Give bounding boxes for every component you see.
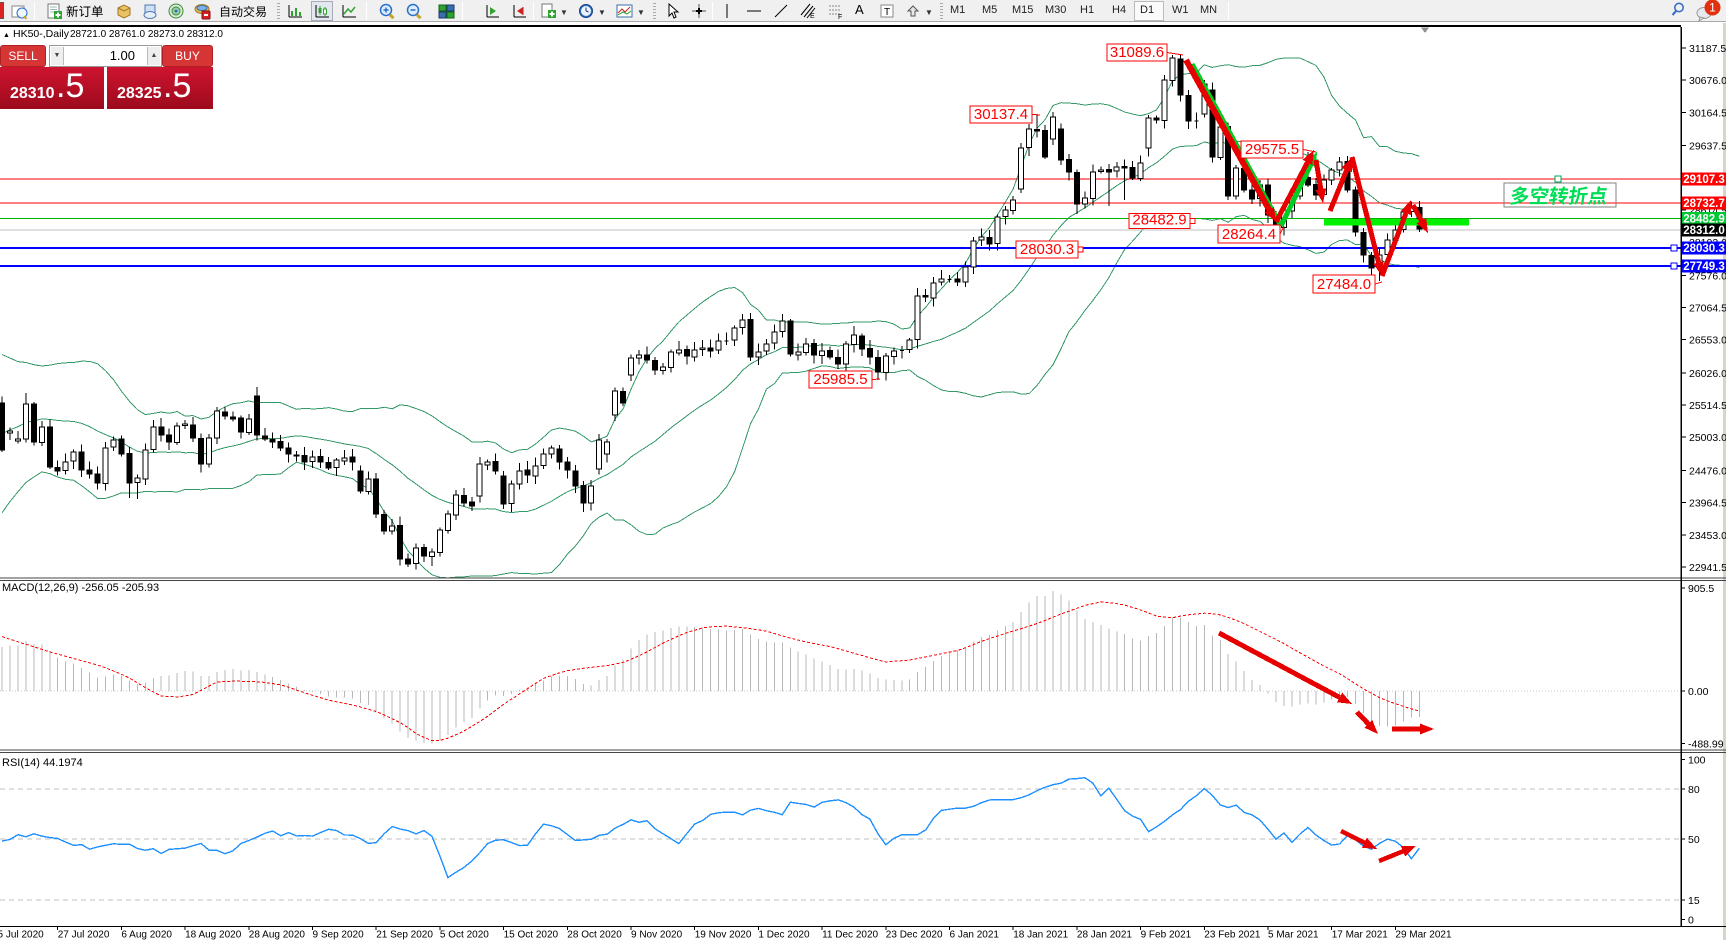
svg-text:26553.0: 26553.0	[1689, 335, 1726, 347]
svg-text:E: E	[810, 13, 815, 20]
svg-text:50: 50	[1688, 834, 1700, 846]
svg-text:25514.5: 25514.5	[1689, 400, 1726, 412]
svg-text:29 Mar 2021: 29 Mar 2021	[1395, 930, 1452, 940]
svg-text:23 Feb 2021: 23 Feb 2021	[1204, 930, 1261, 940]
svg-text:19 Nov 2020: 19 Nov 2020	[695, 930, 752, 940]
svg-text:0: 0	[1688, 915, 1694, 927]
svg-text:27484.0: 27484.0	[1317, 276, 1371, 293]
svg-text:5 Oct 2020: 5 Oct 2020	[440, 930, 489, 940]
svg-text:30137.4: 30137.4	[974, 106, 1028, 123]
svg-text:28 Aug 2020: 28 Aug 2020	[249, 930, 306, 940]
svg-text:28 Oct 2020: 28 Oct 2020	[567, 930, 622, 940]
svg-text:28 Jan 2021: 28 Jan 2021	[1077, 930, 1132, 940]
svg-text:28030.3: 28030.3	[1683, 243, 1725, 255]
svg-text:1: 1	[1709, 1, 1716, 15]
svg-text:15: 15	[1688, 895, 1700, 907]
svg-text:18 Aug 2020: 18 Aug 2020	[185, 930, 242, 940]
svg-text:29107.3: 29107.3	[1683, 174, 1725, 186]
svg-text:23453.0: 23453.0	[1689, 530, 1726, 542]
svg-text:31187.5: 31187.5	[1689, 43, 1726, 55]
svg-text:9 Feb 2021: 9 Feb 2021	[1141, 930, 1192, 940]
svg-text:28030.3: 28030.3	[1020, 241, 1074, 258]
svg-text:905.5: 905.5	[1688, 583, 1714, 595]
svg-text:21 Sep 2020: 21 Sep 2020	[376, 930, 433, 940]
svg-text:MACD(12,26,9) -256.05 -205.93: MACD(12,26,9) -256.05 -205.93	[2, 582, 159, 594]
svg-text:9 Sep 2020: 9 Sep 2020	[313, 930, 365, 940]
svg-text:29575.5: 29575.5	[1245, 141, 1299, 158]
svg-text:RSI(14) 44.1974: RSI(14) 44.1974	[2, 757, 83, 769]
svg-text:28312.0: 28312.0	[1683, 225, 1725, 237]
svg-text:1 Dec 2020: 1 Dec 2020	[758, 930, 810, 940]
svg-text:22941.5: 22941.5	[1689, 562, 1726, 574]
svg-text:T: T	[884, 7, 890, 18]
svg-text:25003.0: 25003.0	[1689, 432, 1726, 444]
svg-text:28264.4: 28264.4	[1222, 226, 1276, 243]
svg-text:80: 80	[1688, 784, 1700, 796]
svg-text:30676.0: 30676.0	[1689, 75, 1726, 87]
svg-text:27064.5: 27064.5	[1689, 303, 1726, 315]
svg-text:28732.7: 28732.7	[1683, 198, 1725, 210]
svg-text:27749.3: 27749.3	[1683, 261, 1725, 273]
svg-text:30164.5: 30164.5	[1689, 107, 1726, 119]
svg-text:28482.9: 28482.9	[1683, 214, 1725, 226]
svg-text:29637.5: 29637.5	[1689, 141, 1726, 153]
svg-text:24476.0: 24476.0	[1689, 465, 1726, 477]
svg-text:31089.6: 31089.6	[1110, 44, 1164, 61]
svg-text:0.00: 0.00	[1688, 686, 1709, 698]
svg-text:5 Mar 2021: 5 Mar 2021	[1268, 930, 1319, 940]
svg-text:28482.9: 28482.9	[1132, 212, 1186, 229]
svg-text:26026.0: 26026.0	[1689, 368, 1726, 380]
svg-text:27 Jul 2020: 27 Jul 2020	[58, 930, 110, 940]
svg-text:F: F	[838, 14, 842, 20]
svg-text:17 Mar 2021: 17 Mar 2021	[1332, 930, 1389, 940]
svg-text:15 Oct 2020: 15 Oct 2020	[504, 930, 559, 940]
svg-text:23964.5: 23964.5	[1689, 498, 1726, 510]
svg-text:27576.0: 27576.0	[1689, 270, 1726, 282]
svg-text:-488.99: -488.99	[1688, 739, 1724, 751]
svg-text:23 Dec 2020: 23 Dec 2020	[886, 930, 943, 940]
svg-text:6 Jan 2021: 6 Jan 2021	[950, 930, 1000, 940]
svg-text:15 Jul 2020: 15 Jul 2020	[0, 930, 44, 940]
svg-text:18 Jan 2021: 18 Jan 2021	[1013, 930, 1068, 940]
svg-text:100: 100	[1688, 755, 1706, 767]
svg-text:25985.5: 25985.5	[813, 371, 867, 388]
svg-text:▲: ▲	[3, 32, 10, 39]
svg-text:28721.0 28761.0 28273.0 28312.: 28721.0 28761.0 28273.0 28312.0	[70, 29, 223, 40]
svg-text:9 Nov 2020: 9 Nov 2020	[631, 930, 683, 940]
svg-text:11 Dec 2020: 11 Dec 2020	[822, 930, 878, 940]
svg-text:6 Aug 2020: 6 Aug 2020	[121, 930, 172, 940]
svg-text:HK50-,Daily: HK50-,Daily	[13, 28, 70, 40]
